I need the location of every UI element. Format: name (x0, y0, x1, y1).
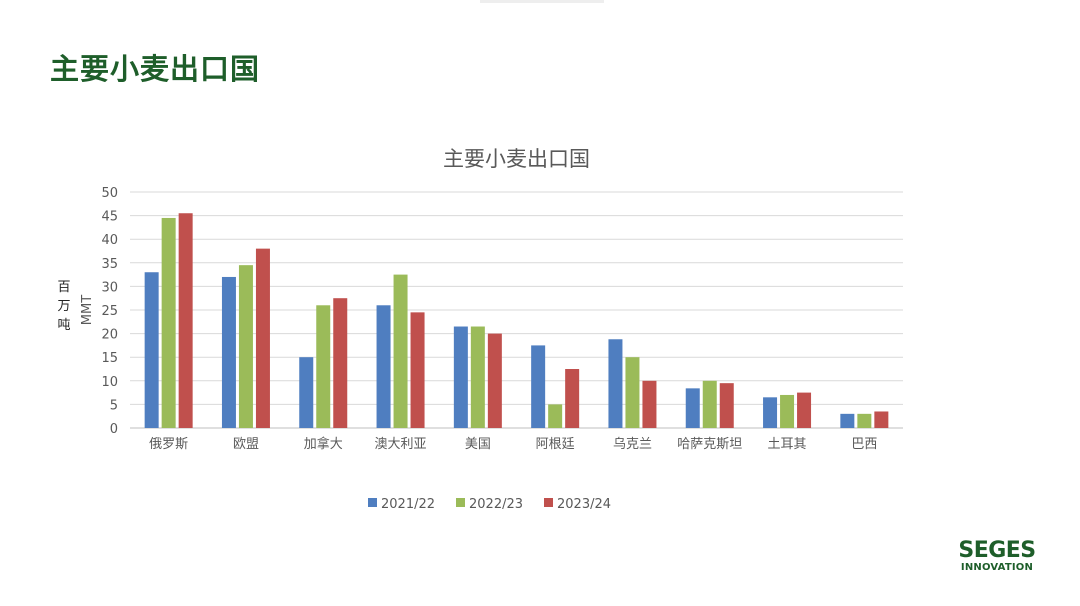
legend-label: 2022/23 (469, 497, 523, 512)
legend-label: 2023/24 (557, 497, 611, 512)
bar (178, 213, 193, 428)
x-tick-label: 巴西 (851, 437, 877, 452)
bar (548, 404, 563, 428)
y-axis-label: MMT (80, 295, 95, 325)
y-tick-label: 10 (101, 375, 118, 390)
y-tick-label: 20 (101, 328, 118, 343)
bar (333, 298, 348, 428)
bar (144, 272, 159, 428)
bar (316, 305, 331, 428)
x-tick-label: 乌克兰 (613, 436, 652, 452)
bar (625, 357, 640, 428)
legend-swatch (368, 498, 377, 507)
bar (410, 312, 425, 428)
x-tick-label: 加拿大 (304, 436, 343, 452)
bar (255, 248, 270, 428)
bar (531, 345, 546, 428)
seges-logo: SEGES INNOVATION (952, 540, 1042, 574)
x-tick-label: 土耳其 (768, 437, 807, 452)
top-decoration-strip (480, 0, 604, 3)
y-tick-label: 50 (101, 186, 118, 201)
bar (299, 357, 314, 428)
unit-label: 百万吨 (57, 280, 71, 333)
bar (642, 380, 657, 428)
logo-sub-text: INNOVATION (960, 562, 1034, 573)
logo-main-text: SEGES (958, 538, 1036, 563)
chart-title: 主要小麦出口国 (443, 147, 590, 171)
bar (487, 333, 502, 428)
bar (470, 326, 485, 428)
bar (238, 265, 253, 428)
bar (763, 397, 778, 428)
y-tick-label: 30 (101, 280, 118, 295)
x-tick-label: 欧盟 (233, 437, 259, 452)
y-tick-label: 45 (101, 210, 118, 225)
y-tick-label: 5 (110, 398, 118, 413)
bar (393, 274, 408, 428)
bar (874, 411, 889, 428)
legend-label: 2021/22 (381, 497, 435, 512)
bar (685, 388, 700, 428)
bar (608, 339, 623, 428)
bar (780, 394, 795, 428)
slide-title: 主要小麦出口国 (50, 52, 261, 86)
bar (702, 380, 717, 428)
bar (161, 217, 176, 428)
y-tick-label: 25 (101, 304, 118, 319)
bar (376, 305, 391, 428)
y-tick-label: 15 (101, 351, 118, 366)
bar (565, 369, 580, 428)
y-tick-label: 35 (101, 257, 118, 272)
x-tick-label: 美国 (465, 437, 491, 452)
bar (857, 413, 872, 428)
x-tick-label: 俄罗斯 (149, 437, 188, 452)
x-tick-label: 澳大利亚 (375, 436, 427, 452)
legend-swatch (456, 498, 465, 507)
bar (797, 392, 812, 428)
y-tick-label: 40 (101, 233, 118, 248)
x-tick-label: 阿根廷 (536, 437, 575, 452)
bar (453, 326, 468, 428)
bar (221, 276, 236, 428)
bar (719, 383, 734, 428)
legend-swatch (544, 498, 553, 507)
y-tick-label: 0 (110, 422, 118, 437)
bar (840, 413, 855, 428)
x-tick-label: 哈萨克斯坦 (677, 437, 742, 452)
